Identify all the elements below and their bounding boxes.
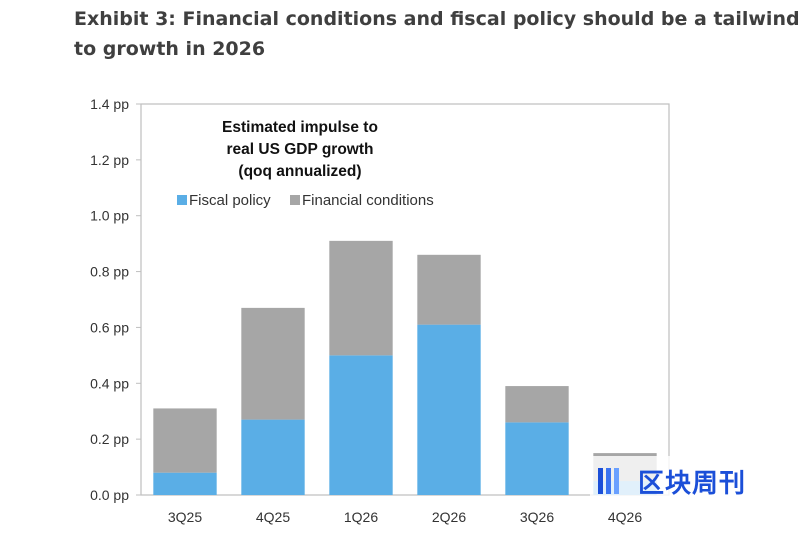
bar-financial-2q26 <box>417 254 481 325</box>
x-tick-label-3q26: 3Q26 <box>520 509 554 525</box>
y-tick-label: 0.8 pp <box>90 264 129 280</box>
x-tick-label-2q26: 2Q26 <box>432 509 466 525</box>
y-tick-label: 1.0 pp <box>90 208 129 224</box>
y-tick-label: 0.6 pp <box>90 319 129 335</box>
chart-title-line-1: Estimated impulse to <box>222 119 378 136</box>
bar-fiscal-3q26 <box>505 422 569 495</box>
legend: Fiscal policy Financial conditions <box>177 192 434 209</box>
bar-financial-4q25 <box>241 307 305 420</box>
x-tick-label-3q25: 3Q25 <box>168 509 202 525</box>
legend-swatch-fiscal <box>177 195 187 205</box>
watermark-text: 区块周刊 <box>638 468 747 499</box>
legend-label-fiscal: Fiscal policy <box>189 192 271 209</box>
chart-inset-title: Estimated impulse to real US GDP growth … <box>222 119 378 180</box>
bar-fiscal-4q25 <box>241 419 305 495</box>
stripes-logo-icon <box>598 468 619 494</box>
y-axis: 0.0 pp 0.2 pp 0.4 pp 0.6 pp 0.8 pp 1.0 pp 1.2 … <box>90 96 141 503</box>
bar-financial-3q25 <box>153 408 217 473</box>
bar-fiscal-3q25 <box>153 472 217 495</box>
chart-title-line-3: (qoq annualized) <box>238 163 361 180</box>
y-tick-label: 1.2 pp <box>90 152 129 168</box>
chart-title-line-2: real US GDP growth <box>227 141 374 158</box>
y-tick-label: 0.4 pp <box>90 375 129 391</box>
watermark: 区块周刊 <box>590 456 800 506</box>
legend-label-financial: Financial conditions <box>302 192 434 209</box>
x-axis: 3Q25 4Q25 1Q26 2Q26 3Q26 4Q26 <box>168 509 642 525</box>
exhibit-title: Exhibit 3: Financial conditions and fisc… <box>74 8 800 60</box>
legend-swatch-financial <box>290 195 300 205</box>
y-tick-label: 1.4 pp <box>90 96 129 112</box>
bar-financial-1q26 <box>329 240 393 356</box>
bars-group <box>153 240 657 495</box>
x-tick-label-4q26: 4Q26 <box>608 509 642 525</box>
bar-financial-3q26 <box>505 386 569 423</box>
y-tick-label: 0.2 pp <box>90 431 129 447</box>
y-tick-label: 0.0 pp <box>90 487 129 503</box>
x-tick-label-4q25: 4Q25 <box>256 509 290 525</box>
bar-fiscal-1q26 <box>329 355 393 495</box>
x-tick-label-1q26: 1Q26 <box>344 509 378 525</box>
bar-fiscal-2q26 <box>417 324 481 495</box>
plot-area-border <box>140 103 670 496</box>
